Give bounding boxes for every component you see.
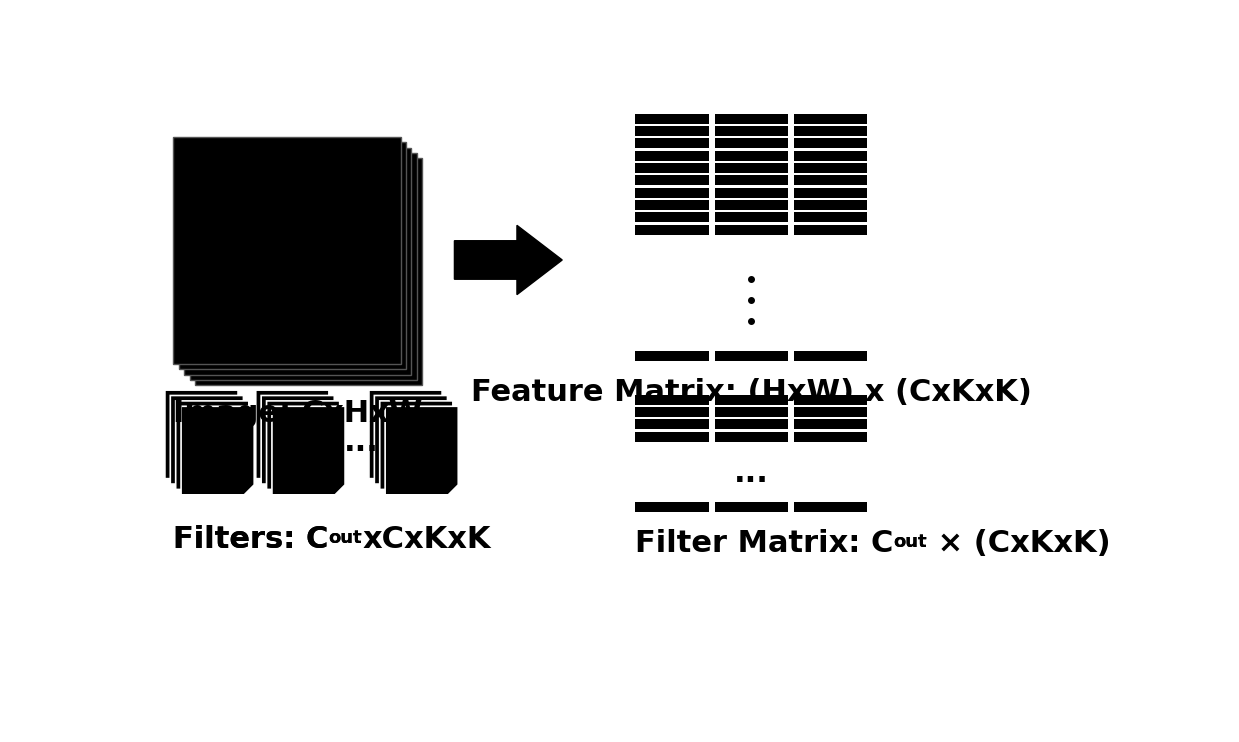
Polygon shape [165,390,238,479]
Bar [636,225,709,234]
Bar [636,419,709,430]
Bar [794,138,867,148]
Bar [794,432,867,441]
Bar [636,502,709,512]
Bar [794,163,867,173]
Polygon shape [379,401,453,490]
Text: out: out [328,530,362,548]
Polygon shape [170,395,243,484]
Bar [636,351,709,361]
Bar [636,138,709,148]
Text: Filters: C: Filters: C [173,525,328,554]
Polygon shape [176,401,249,490]
Bar [715,151,788,161]
Bar [794,502,867,512]
Bar [173,137,400,364]
Text: Image: CxHxW: Image: CxHxW [173,399,422,428]
Bar [715,114,788,124]
Bar [636,212,709,223]
Bar [715,432,788,441]
Bar [794,419,867,430]
Polygon shape [181,407,254,495]
Bar [195,158,422,386]
Bar [636,114,709,124]
Bar [794,351,867,361]
Bar [636,407,709,417]
Bar [636,126,709,136]
Bar [636,395,709,404]
Bar [715,419,788,430]
Bar [794,188,867,197]
Bar [636,200,709,210]
Bar [715,188,788,197]
Text: Feature Matrix: (HxW) x (CxKxK): Feature Matrix: (HxW) x (CxKxK) [471,378,1032,407]
Bar [190,153,416,380]
Bar [715,502,788,512]
Bar [636,432,709,441]
Bar [185,148,411,375]
Bar [715,138,788,148]
Bar [794,395,867,404]
Bar [794,114,867,124]
Polygon shape [374,395,447,484]
Bar [715,126,788,136]
Bar [715,395,788,404]
Bar [636,175,709,186]
Bar [715,212,788,223]
Text: out: out [893,533,927,551]
Text: × (CxKxK): × (CxKxK) [927,529,1111,558]
Text: out: out [328,530,362,548]
Bar [715,351,788,361]
Bar [715,200,788,210]
Bar [715,175,788,186]
Polygon shape [385,407,458,495]
Text: Filter Matrix: C: Filter Matrix: C [636,529,893,558]
Polygon shape [266,401,339,490]
Bar [715,225,788,234]
Bar [794,407,867,417]
Bar [794,175,867,186]
Polygon shape [255,390,328,479]
Polygon shape [455,226,563,295]
Polygon shape [369,390,442,479]
Text: out: out [893,533,927,551]
Text: xCxKxK: xCxKxK [362,525,491,554]
Bar [715,407,788,417]
Bar [636,163,709,173]
Bar [794,200,867,210]
Text: Filters: C: Filters: C [173,525,328,554]
Bar [794,225,867,234]
Polygon shape [261,395,335,484]
Bar [794,151,867,161]
Bar [636,151,709,161]
Bar [794,212,867,223]
Bar [794,126,867,136]
Text: ...: ... [733,459,768,487]
Bar [178,142,406,370]
Polygon shape [271,407,346,495]
Bar [636,188,709,197]
Bar [715,163,788,173]
Text: ...: ... [343,428,379,457]
